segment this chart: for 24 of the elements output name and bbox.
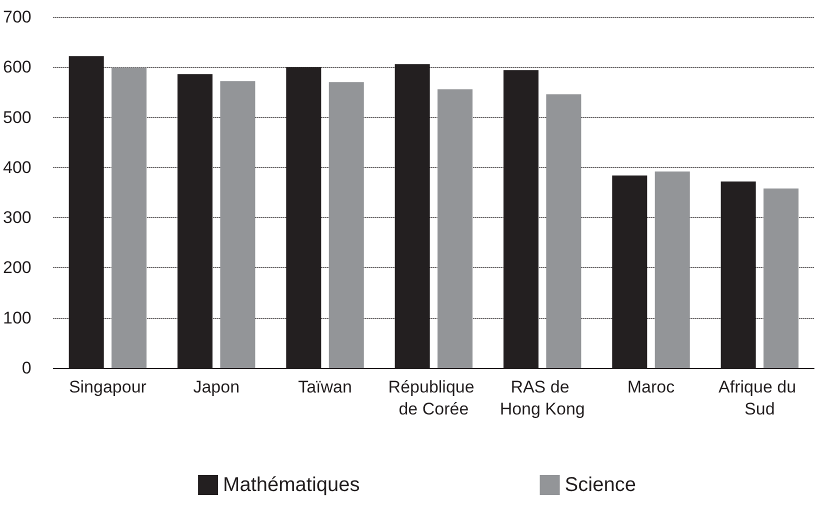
x-tick-label: Maroc — [627, 378, 676, 396]
y-tick-label: 400 — [2, 158, 32, 177]
y-tick-label: 300 — [2, 208, 32, 228]
bar — [546, 94, 582, 368]
x-tick-label: Taïwan — [298, 378, 352, 396]
x-tick-label: République de Corée — [388, 378, 480, 418]
legend-label: Science — [564, 474, 636, 496]
y-tick-label: 0 — [22, 358, 32, 378]
x-tick-label: Singapour — [68, 378, 147, 396]
bar — [220, 81, 256, 368]
x-tick-label: Afrique du Sud — [718, 378, 801, 418]
bar — [328, 82, 364, 368]
bar — [112, 68, 147, 368]
bar — [654, 171, 690, 368]
y-tick-label: 200 — [2, 258, 32, 278]
y-tick-label: 100 — [2, 308, 32, 328]
bar — [438, 89, 473, 368]
y-tick-label: 700 — [2, 8, 32, 26]
y-tick-label: 600 — [2, 58, 32, 77]
bar — [764, 188, 799, 368]
legend-label: Mathématiques — [223, 474, 360, 496]
x-tick-label: Japon — [193, 378, 240, 396]
x-tick-label: RAS de Hong Kong — [500, 378, 585, 418]
y-tick-label: 500 — [2, 108, 32, 127]
